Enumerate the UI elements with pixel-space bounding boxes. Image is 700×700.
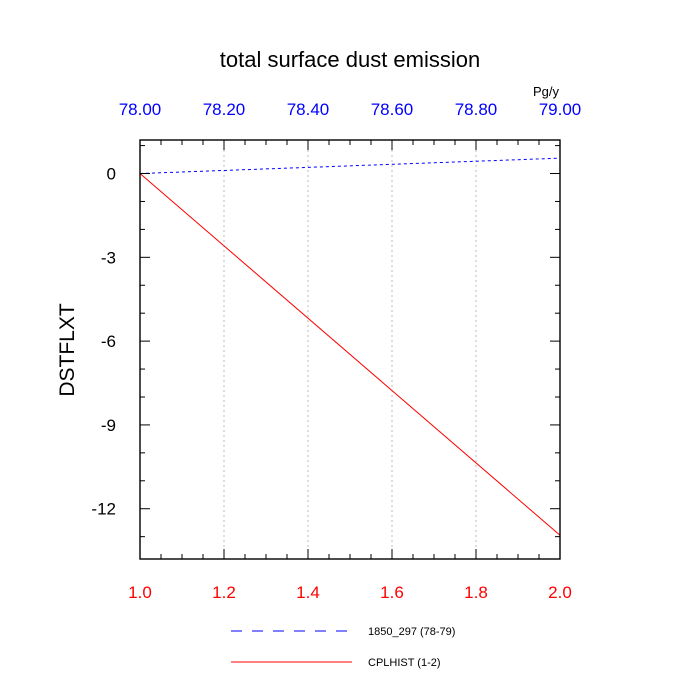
- legend-label-2: CPLHIST (1-2): [368, 657, 441, 669]
- x-bottom-tick-label: 1.4: [296, 583, 320, 602]
- series-line-1: [139, 157, 561, 175]
- y-tick-label: -6: [101, 332, 116, 351]
- x-top-tick-label: 78.80: [455, 100, 498, 119]
- x-bottom-tick-label: 2.0: [548, 583, 572, 602]
- x-bottom-tick-label: 1.2: [212, 583, 236, 602]
- axis-ticks: [139, 140, 561, 559]
- legend-label-1: 1850_297 (78-79): [368, 626, 455, 638]
- x-top-tick-label: 79.00: [539, 100, 582, 119]
- series-lines: [139, 157, 561, 536]
- chart-title: total surface dust emission: [220, 47, 480, 72]
- y-tick-label: -9: [101, 416, 116, 435]
- x-top-tick-label: 78.60: [371, 100, 414, 119]
- legend: 1850_297 (78-79) CPLHIST (1-2): [231, 626, 455, 669]
- top-axis-unit-label: Pg/y: [533, 84, 560, 99]
- y-tick-label: -3: [101, 248, 116, 267]
- tick-labels: 1.0 1.2 1.4 1.6 1.8 2.0 78.00 78.20 78.40 78.60 78…: [91, 100, 581, 602]
- x-top-tick-label: 78.20: [203, 100, 246, 119]
- x-bottom-tick-label: 1.6: [380, 583, 404, 602]
- y-tick-label: 0: [107, 165, 116, 184]
- x-top-tick-label: 78.00: [119, 100, 162, 119]
- y-tick-label: -12: [91, 500, 116, 519]
- x-bottom-tick-label: 1.0: [128, 583, 152, 602]
- y-axis-label: DSTFLXT: [56, 303, 79, 397]
- series-line-2: [139, 173, 561, 536]
- x-bottom-tick-label: 1.8: [464, 583, 488, 602]
- x-top-tick-label: 78.40: [287, 100, 330, 119]
